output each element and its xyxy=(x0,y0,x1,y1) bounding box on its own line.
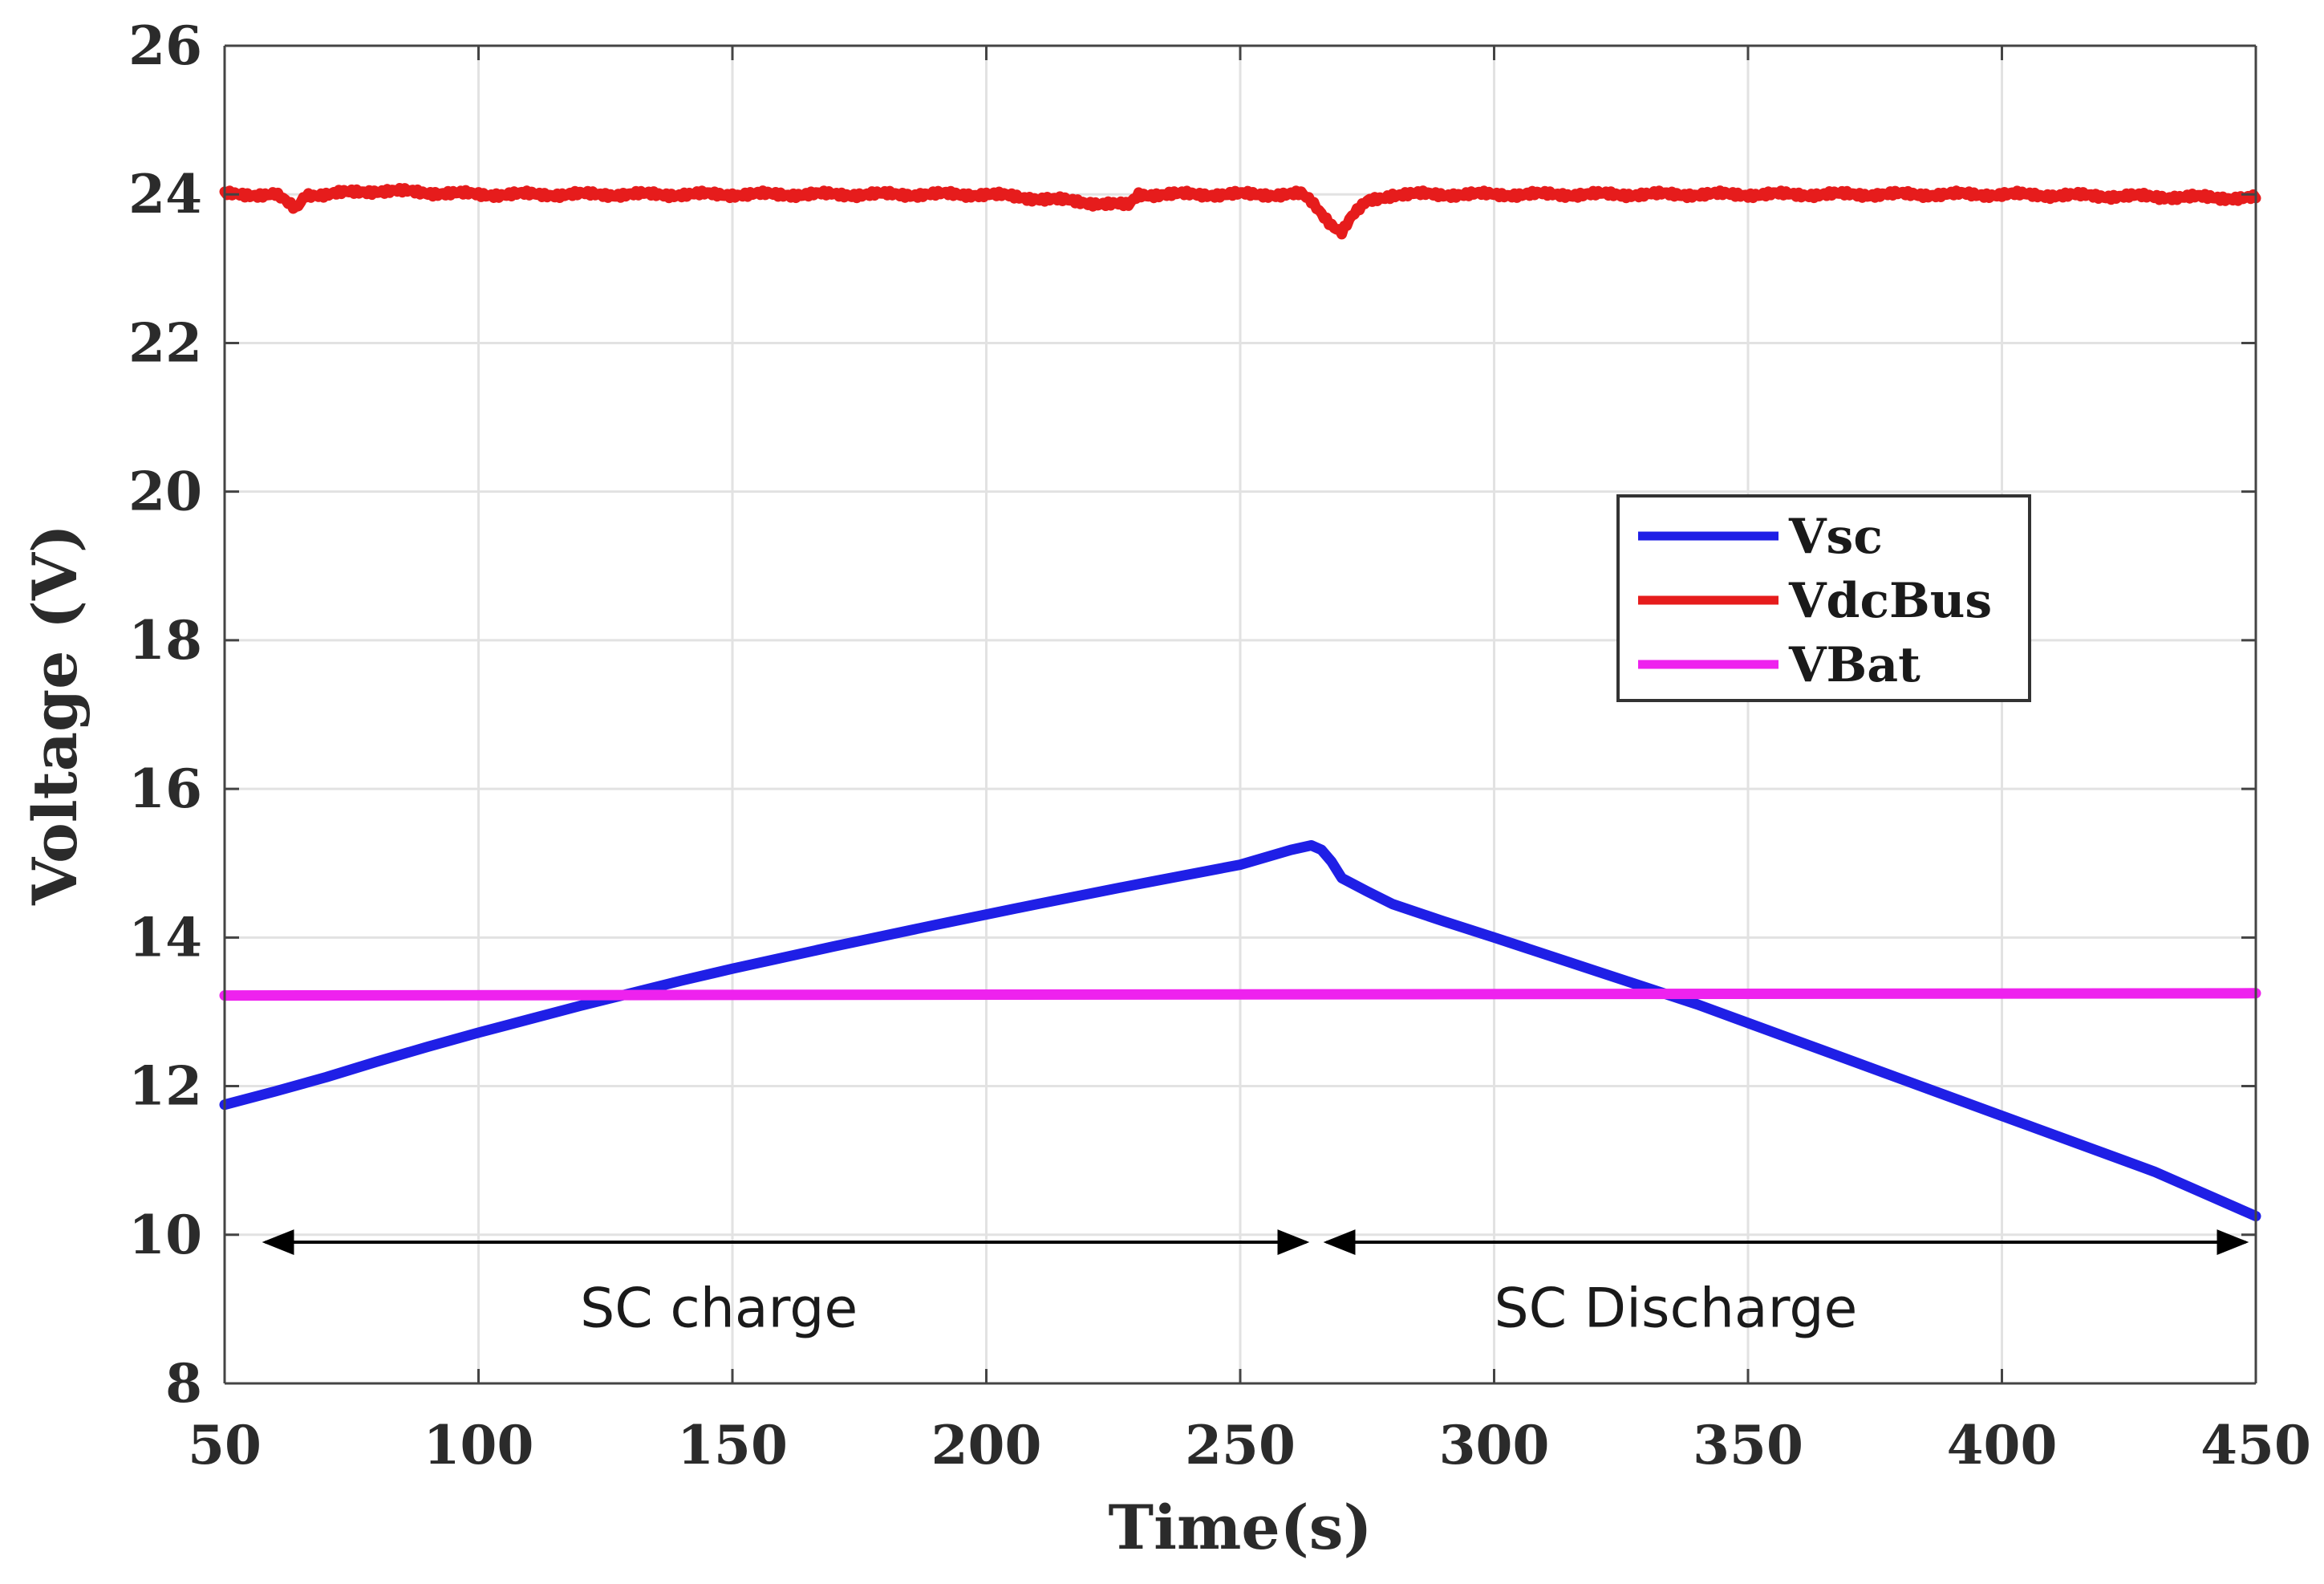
series-layer xyxy=(219,183,2261,1222)
x-tick-label: 150 xyxy=(677,1414,788,1476)
legend-label-vbat: VBat xyxy=(1788,637,1920,693)
annotation-label-2: SC Discharge xyxy=(1495,1277,1858,1340)
legend-label-vdcbus: VdcBus xyxy=(1788,573,1992,629)
y-axis-title: Voltage (V) xyxy=(19,524,91,906)
legend-label-vsc: Vsc xyxy=(1788,509,1883,565)
x-tick-label: 50 xyxy=(188,1414,262,1476)
x-tick-label: 200 xyxy=(931,1414,1042,1476)
y-tick-label: 12 xyxy=(128,1055,202,1118)
x-tick-label: 350 xyxy=(1693,1414,1803,1476)
y-tick-label: 8 xyxy=(165,1352,202,1415)
y-tick-label: 16 xyxy=(128,757,202,820)
x-tick-label: 250 xyxy=(1185,1414,1296,1476)
y-tick-label: 24 xyxy=(128,163,202,225)
series-line-vdcbus xyxy=(219,183,2261,240)
series-line-vsc xyxy=(219,840,2261,1222)
y-tick-label: 10 xyxy=(128,1204,202,1266)
legend: Vsc VdcBus VBat xyxy=(1616,494,2031,702)
x-tick-label: 400 xyxy=(1947,1414,2058,1476)
y-tick-label: 20 xyxy=(128,461,202,523)
y-tick-label: 18 xyxy=(128,609,202,672)
y-tick-label: 22 xyxy=(128,311,202,374)
y-tick-label: 26 xyxy=(128,14,202,77)
tick-labels: 50 100 150 200 250 300 350 400 450 8 10 12 14 16 18 20 2… xyxy=(128,14,2311,1476)
x-tick-label: 450 xyxy=(2200,1414,2311,1476)
annotation-label-1: SC charge xyxy=(580,1277,858,1340)
series-line-vbat xyxy=(219,988,2261,1001)
x-tick-label: 100 xyxy=(424,1414,534,1476)
x-axis-title: Time(s) xyxy=(1109,1492,1373,1563)
axes xyxy=(223,44,2257,1385)
annotation-layer: SC charge SC Discharge xyxy=(262,1229,2249,1340)
y-tick-label: 14 xyxy=(128,906,202,969)
x-tick-label: 300 xyxy=(1439,1414,1550,1476)
